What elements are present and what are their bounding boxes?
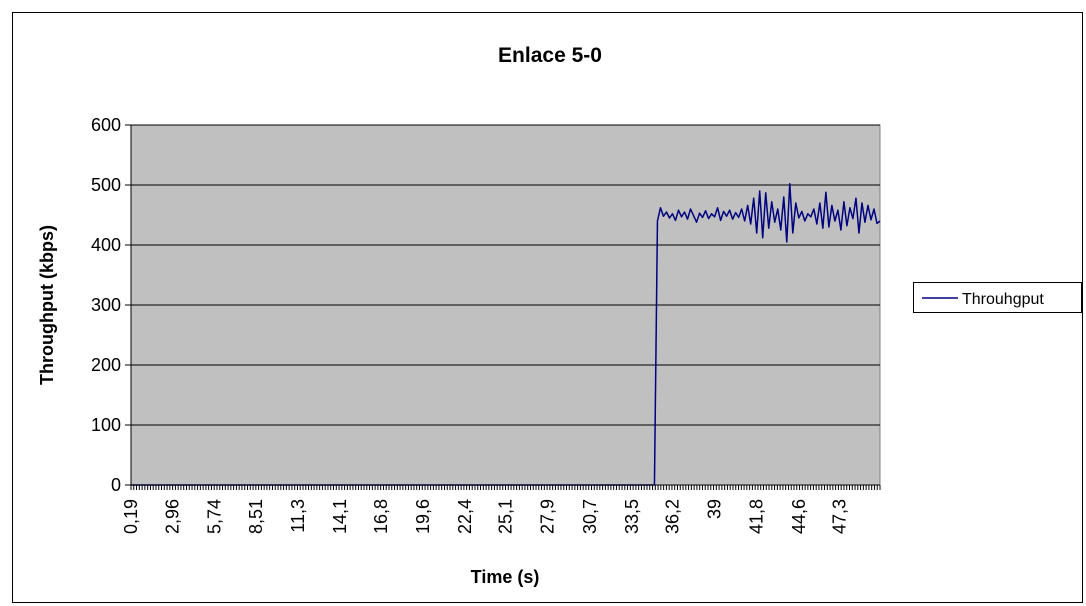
- y-tick-label-600: 600: [91, 115, 121, 135]
- x-tick-label-11: 30,7: [580, 499, 600, 534]
- x-tick-label-16: 44,6: [789, 499, 809, 534]
- y-tick-label-300: 300: [91, 295, 121, 315]
- x-tick-label-4: 11,3: [288, 499, 308, 533]
- chart-title: Enlace 5-0: [498, 44, 602, 67]
- legend: Throuhgput: [913, 282, 1082, 313]
- y-tick-label-0: 0: [111, 475, 121, 495]
- x-tick-label-13: 36,2: [662, 499, 682, 534]
- y-axis-title: Throughput (kbps): [37, 225, 57, 385]
- x-tick-label-14: 39: [705, 499, 725, 519]
- x-tick-label-7: 19,6: [413, 499, 433, 534]
- series-line-0: [131, 183, 881, 486]
- x-tick-label-2: 5,74: [204, 499, 224, 534]
- x-axis-title: Time (s): [471, 567, 540, 587]
- x-tick-label-3: 8,51: [246, 499, 266, 534]
- series-layer: [131, 183, 881, 486]
- x-tick-label-6: 16,8: [371, 499, 391, 534]
- x-tick-label-1: 2,96: [163, 499, 183, 534]
- x-tick-label-10: 27,9: [538, 499, 558, 534]
- y-tick-label-100: 100: [91, 415, 121, 435]
- y-axis-ticks: 0 100 200 300 400 500 600: [91, 115, 131, 495]
- x-tick-label-17: 47,3: [829, 499, 849, 534]
- x-tick-label-0: 0,19: [121, 499, 141, 534]
- x-axis-minor-ticks: [130, 485, 881, 490]
- legend-label: Throuhgput: [962, 291, 1044, 308]
- x-tick-label-15: 41,8: [747, 499, 767, 534]
- x-tick-label-5: 14,1: [330, 499, 350, 534]
- y-tick-label-400: 400: [91, 235, 121, 255]
- y-tick-label-500: 500: [91, 175, 121, 195]
- x-tick-label-8: 22,4: [455, 499, 475, 534]
- x-axis-ticks: 0,19 2,96 5,74 8,51 11,3 14,1 16,8 19,6 22,4 25,1…: [121, 499, 849, 534]
- y-tick-label-200: 200: [91, 355, 121, 375]
- gridlines: [131, 124, 880, 426]
- x-tick-label-9: 25,1: [496, 499, 516, 534]
- x-tick-label-12: 33,5: [622, 499, 642, 534]
